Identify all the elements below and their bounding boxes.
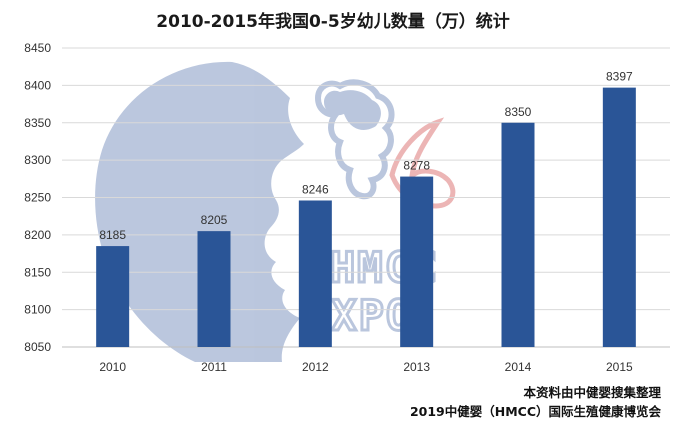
x-tick-label-2015: 2015 — [606, 360, 633, 374]
x-axis-ticks: 2010 2011 2012 2013 2014 2015 — [99, 360, 633, 374]
bar-2010 — [96, 246, 130, 347]
data-label-2013: 8278 — [403, 159, 430, 173]
bar-2012 — [298, 200, 332, 347]
y-tick-label: 8300 — [24, 153, 51, 167]
data-label-2010: 8185 — [99, 228, 126, 242]
bar-2014 — [501, 122, 535, 347]
y-axis-ticks: 8050 8100 8150 8200 8250 8300 8350 8400 8450 — [24, 41, 51, 354]
gridlines — [62, 47, 670, 348]
bar-2013 — [400, 176, 434, 347]
x-tick-label-2010: 2010 — [99, 360, 126, 374]
x-tick-label-2013: 2013 — [403, 360, 430, 374]
y-tick-label: 8350 — [24, 116, 51, 130]
bars — [96, 87, 636, 348]
y-tick-label: 8200 — [24, 228, 51, 242]
y-tick-label: 8250 — [24, 191, 51, 205]
data-label-2015: 8397 — [606, 70, 633, 84]
data-labels: 8185 8205 8246 8278 8350 8397 — [99, 70, 633, 242]
y-tick-label: 8450 — [24, 41, 51, 55]
data-label-2011: 8205 — [201, 213, 228, 227]
source-line-1: 本资料由中健婴搜集整理 — [523, 385, 661, 400]
data-label-2014: 8350 — [505, 105, 532, 119]
x-tick-label-2012: 2012 — [302, 360, 329, 374]
chart-title: 2010-2015年我国0-5岁幼儿数量（万）统计 — [156, 11, 509, 32]
watermark-baby-outline — [314, 79, 395, 200]
y-tick-label: 8050 — [24, 340, 51, 354]
watermark-baby-fill — [324, 90, 381, 130]
watermark-face-silhouette — [95, 61, 305, 362]
x-tick-label-2011: 2011 — [201, 360, 227, 374]
data-label-2012: 8246 — [302, 182, 329, 196]
x-tick-label-2014: 2014 — [505, 360, 532, 374]
y-tick-label: 8150 — [24, 265, 51, 279]
hmcc-watermark-logo: HMCC EXPO — [95, 61, 456, 362]
bar-2015 — [602, 87, 636, 348]
y-tick-label: 8400 — [24, 78, 51, 92]
y-tick-label: 8100 — [24, 303, 51, 317]
bar-2011 — [197, 231, 231, 347]
source-line-2: 2019中健婴（HMCC）国际生殖健康博览会 — [410, 404, 662, 419]
